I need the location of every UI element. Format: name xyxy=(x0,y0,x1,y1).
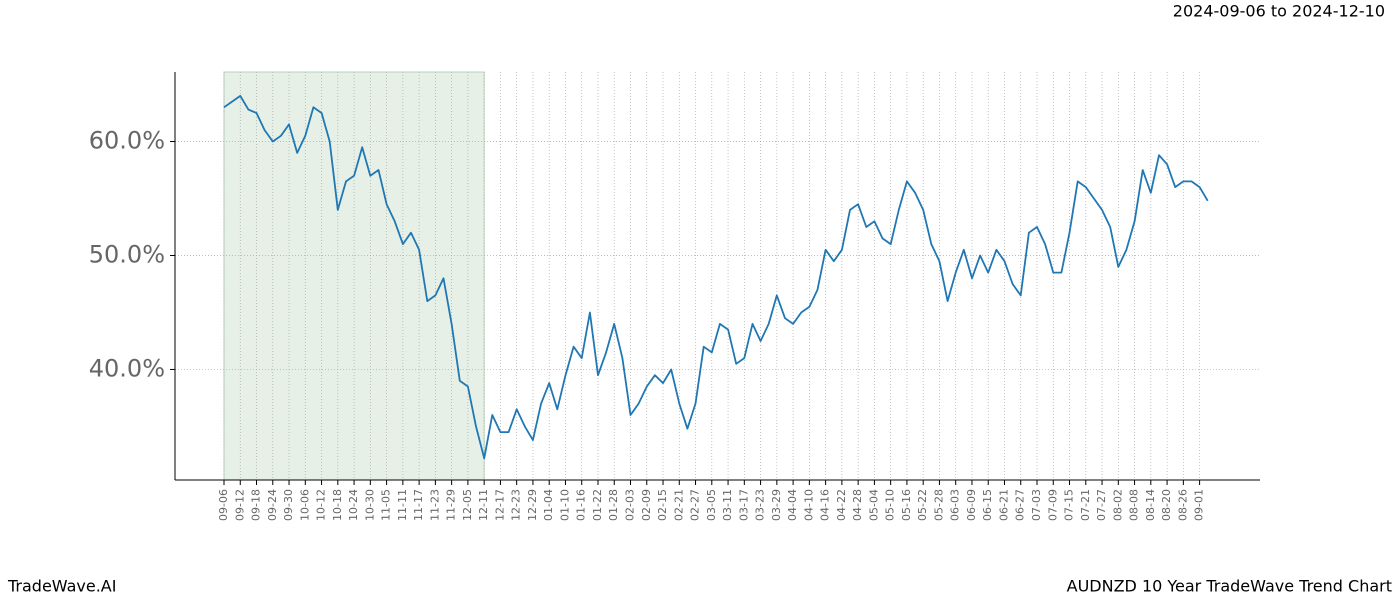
x-tick-label: 07-03 xyxy=(1030,489,1043,521)
x-tick-label: 11-17 xyxy=(412,489,425,521)
x-tick-label: 03-05 xyxy=(705,489,718,521)
x-tick-label: 08-26 xyxy=(1176,489,1189,521)
x-tick-label: 10-06 xyxy=(298,489,311,521)
x-tick-label: 09-12 xyxy=(233,489,246,521)
x-tick-label: 05-22 xyxy=(916,489,929,521)
x-tick-label: 05-04 xyxy=(867,489,880,521)
y-tick-label: 40.0% xyxy=(89,354,165,382)
x-tick-label: 04-22 xyxy=(835,489,848,521)
x-tick-label: 05-10 xyxy=(884,489,897,521)
x-tick-label: 03-17 xyxy=(737,489,750,521)
footer-right: AUDNZD 10 Year TradeWave Trend Chart xyxy=(1067,577,1392,596)
x-tick-label: 06-03 xyxy=(949,489,962,521)
x-tick-label: 05-28 xyxy=(932,489,945,521)
x-tick-label: 07-09 xyxy=(1046,489,1059,521)
x-tick-label: 04-28 xyxy=(851,489,864,521)
x-tick-label: 04-04 xyxy=(786,489,799,521)
x-tick-label: 07-15 xyxy=(1063,489,1076,521)
x-tick-label: 09-30 xyxy=(282,489,295,521)
x-tick-label: 02-09 xyxy=(640,489,653,521)
x-tick-label: 02-15 xyxy=(656,489,669,521)
x-tick-label: 02-27 xyxy=(689,489,702,521)
x-tick-label: 01-28 xyxy=(607,489,620,521)
x-tick-label: 03-23 xyxy=(754,489,767,521)
x-tick-label: 12-23 xyxy=(510,489,523,521)
x-tick-label: 05-16 xyxy=(900,489,913,521)
x-tick-label: 03-11 xyxy=(721,489,734,521)
x-tick-label: 11-05 xyxy=(380,489,393,521)
x-tick-label: 03-29 xyxy=(770,489,783,521)
x-tick-label: 02-21 xyxy=(672,489,685,521)
x-tick-label: 08-20 xyxy=(1160,489,1173,521)
x-tick-label: 10-18 xyxy=(331,489,344,521)
x-tick-label: 11-11 xyxy=(396,489,409,521)
x-tick-label: 08-08 xyxy=(1128,489,1141,521)
x-tick-label: 04-10 xyxy=(802,489,815,521)
x-tick-label: 12-17 xyxy=(493,489,506,521)
x-tick-label: 04-16 xyxy=(819,489,832,521)
x-tick-label: 09-06 xyxy=(217,489,230,521)
x-tick-label: 10-24 xyxy=(347,489,360,521)
x-tick-label: 06-21 xyxy=(997,489,1010,521)
x-tick-label: 09-24 xyxy=(266,489,279,521)
x-tick-label: 12-11 xyxy=(477,489,490,521)
x-tick-label: 02-03 xyxy=(624,489,637,521)
x-tick-label: 09-01 xyxy=(1193,489,1206,521)
x-tick-label: 10-12 xyxy=(315,489,328,521)
x-tick-label: 12-05 xyxy=(461,489,474,521)
x-tick-label: 06-15 xyxy=(981,489,994,521)
x-tick-label: 06-09 xyxy=(965,489,978,521)
x-tick-label: 07-27 xyxy=(1095,489,1108,521)
x-tick-label: 01-04 xyxy=(542,489,555,521)
date-range: 2024-09-06 to 2024-12-10 xyxy=(1173,2,1385,21)
trend-line xyxy=(223,95,1209,460)
x-tick-label: 10-30 xyxy=(363,489,376,521)
x-tick-label: 06-27 xyxy=(1014,489,1027,521)
x-tick-label: 11-29 xyxy=(445,489,458,521)
x-tick-label: 12-29 xyxy=(526,489,539,521)
footer-left: TradeWave.AI xyxy=(7,577,116,596)
x-tick-label: 01-10 xyxy=(558,489,571,521)
x-tick-label: 09-18 xyxy=(250,489,263,521)
x-tick-label: 11-23 xyxy=(428,489,441,521)
y-tick-label: 50.0% xyxy=(89,240,165,268)
x-tick-label: 07-21 xyxy=(1079,489,1092,521)
x-tick-label: 01-16 xyxy=(575,489,588,521)
x-tick-label: 08-14 xyxy=(1144,489,1157,521)
x-tick-label: 01-22 xyxy=(591,489,604,521)
x-tick-label: 08-02 xyxy=(1111,489,1124,521)
y-tick-label: 60.0% xyxy=(89,127,165,155)
